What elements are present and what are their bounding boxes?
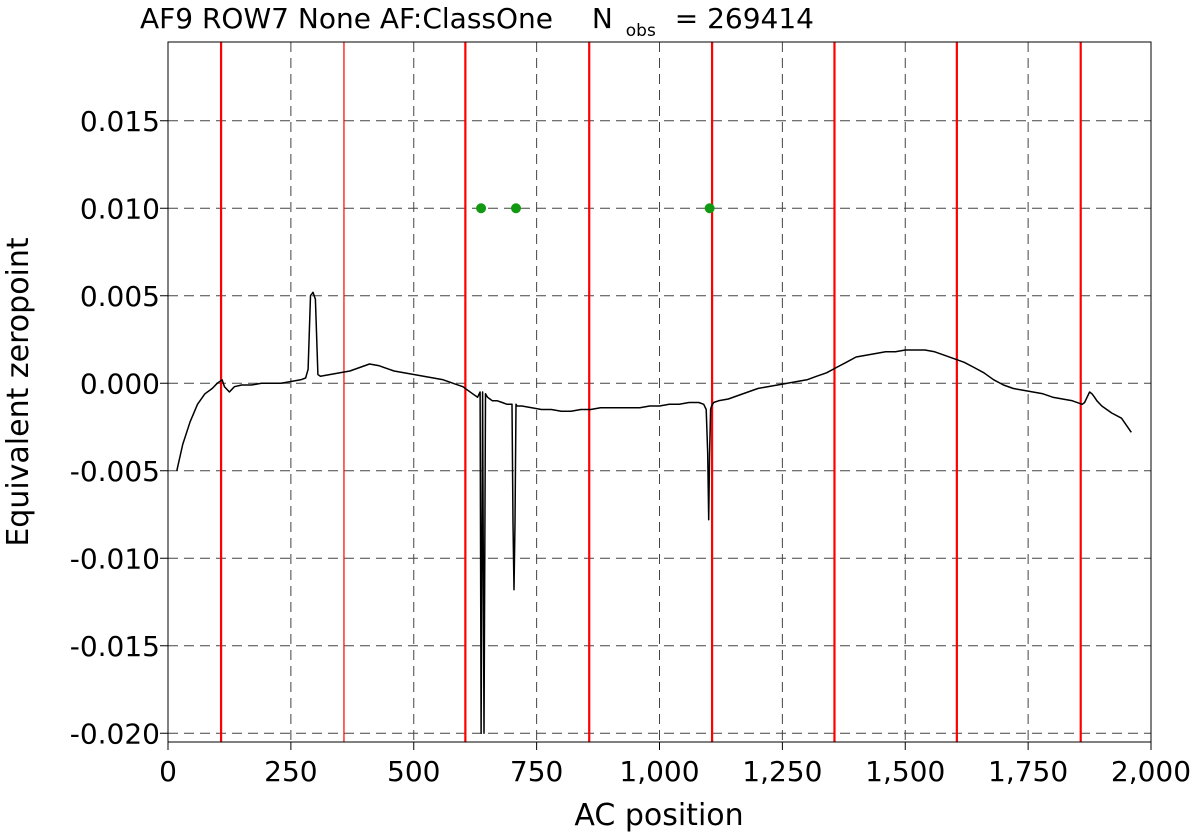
x-tick-label: 750 [510,755,563,788]
boundary-lines [219,42,1082,742]
title-main: AF9 ROW7 None AF:ClassOne [140,2,553,35]
y-tick-label: 0.015 [80,105,160,138]
x-tick-label: 1,250 [742,755,822,788]
y-tick-label: -0.020 [70,717,160,750]
x-tick-label: 1,000 [619,755,699,788]
y-tick-label: -0.005 [70,455,160,488]
y-axis-title: Equivalent zeropoint [1,237,36,547]
x-tick-label: 500 [387,755,440,788]
title-n-symbol: N [592,2,613,35]
series-layer [176,291,1132,735]
y-tick-label: -0.015 [70,630,160,663]
marker-point [476,203,487,214]
y-tick-label: 0.010 [80,192,160,225]
y-tick-label: 0.005 [80,280,160,313]
marker-point [510,203,521,214]
grid-layer [168,42,1151,742]
y-tick-label: 0.000 [80,367,160,400]
x-tick-label: 1,750 [988,755,1068,788]
marker-point [704,203,715,214]
title-n-subscript: obs [626,21,656,41]
x-axis-title: AC position [574,798,743,833]
chart-title: AF9 ROW7 None AF:ClassOne N obs = 269414 [140,2,814,43]
x-tick-label: 2,000 [1111,755,1191,788]
tick-layer: 0 250 500 750 1,000 1,250 1,500 1,750 2,000 0.015… [70,105,1191,788]
x-tick-label: 250 [264,755,317,788]
title-n-value: = 269414 [675,2,814,35]
marker-layer [476,203,715,214]
zeropoint-curve [176,291,1132,735]
x-tick-label: 1,500 [865,755,945,788]
x-tick-label: 0 [159,755,177,788]
y-tick-label: -0.010 [70,542,160,575]
